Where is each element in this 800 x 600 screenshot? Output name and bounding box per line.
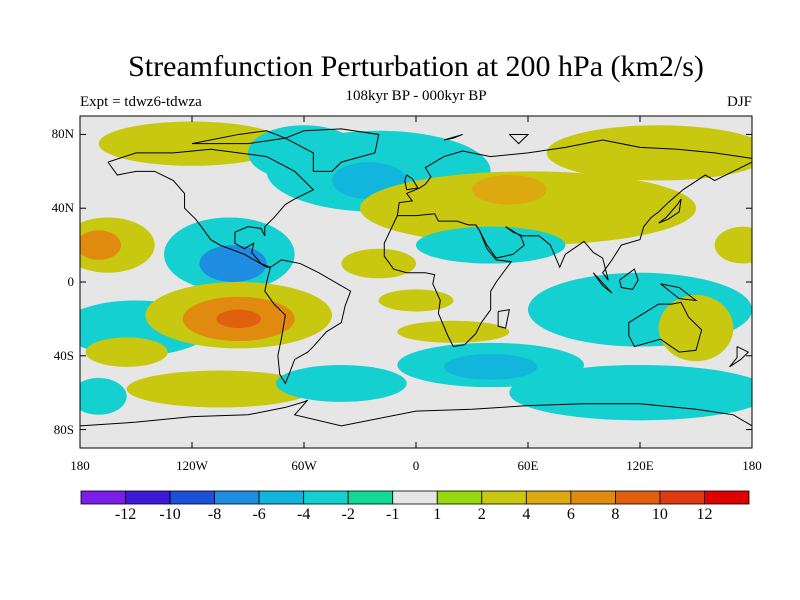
coastline <box>497 309 510 329</box>
colorbar-bin <box>436 490 483 505</box>
lat-tick-label: 80S <box>53 421 74 437</box>
colorbar-label: -2 <box>341 506 355 523</box>
coastline <box>508 133 530 145</box>
lon-tick-label: 180 <box>70 458 90 473</box>
colorbar-label: -1 <box>386 506 400 523</box>
colorbar-bin <box>570 490 616 505</box>
contour-field <box>80 116 752 448</box>
colorbar-bin <box>125 490 171 505</box>
colorbar-bin <box>392 490 438 505</box>
contour-region <box>509 365 752 421</box>
lat-tick-label: 80N <box>51 126 74 142</box>
contour-region <box>378 289 454 312</box>
contour-region <box>546 125 752 181</box>
colorbar-label: 1 <box>433 506 442 523</box>
coastline <box>80 399 752 427</box>
contour-region <box>341 248 416 279</box>
coastline <box>264 259 352 385</box>
colorbar-bin <box>615 490 661 505</box>
lon-tick-label: 0 <box>412 458 420 473</box>
coastline <box>191 130 288 145</box>
colorbar-bin <box>214 490 260 505</box>
lon-tick-label: 180 <box>742 458 762 473</box>
colorbar <box>80 490 750 505</box>
colorbar-label: 10 <box>651 506 668 523</box>
contour-region <box>360 171 696 246</box>
colorbar-bin <box>169 490 215 505</box>
coastlines <box>80 128 752 427</box>
coastline <box>284 128 380 172</box>
chart-title: Streamfunction Perturbation at 200 hPa (… <box>128 50 704 83</box>
coastline <box>592 272 613 294</box>
contour-region <box>416 226 566 264</box>
coastline <box>658 198 682 224</box>
colorbar-bin <box>525 490 572 505</box>
colorbar-bin <box>659 490 705 505</box>
experiment-label: Expt = tdwz6-tdwza <box>80 94 202 110</box>
lon-tick-label: 60E <box>517 458 539 473</box>
coastline <box>660 283 698 302</box>
colorbar-label: -4 <box>296 506 311 523</box>
colorbar-label: 8 <box>611 506 620 523</box>
contour-region <box>658 294 734 362</box>
coastline <box>383 215 513 348</box>
coastline <box>729 346 750 368</box>
colorbar-bin <box>258 490 305 505</box>
contour-region <box>472 175 547 205</box>
contour-region <box>80 230 122 260</box>
lat-tick-label: 0 <box>67 274 75 289</box>
colorbar-bin <box>704 490 750 505</box>
season-label: DJF <box>726 94 752 110</box>
colorbar-label: 6 <box>566 506 575 523</box>
contour-region <box>714 226 752 264</box>
contour-region <box>216 309 262 329</box>
axis-ticks <box>79 116 753 448</box>
contour-region <box>126 370 314 408</box>
colorbar-bin <box>303 490 349 505</box>
colorbar-label: 12 <box>696 506 713 523</box>
coastline <box>396 139 752 216</box>
coastline <box>404 174 419 191</box>
contour-region <box>199 245 267 282</box>
contour-region <box>444 353 538 380</box>
contour-region <box>397 320 510 343</box>
lon-tick-label: 120E <box>626 458 654 473</box>
coastline <box>618 268 639 290</box>
coastline <box>107 148 315 268</box>
coastline <box>443 133 463 141</box>
colorbar-bin <box>347 490 394 505</box>
colorbar-label: 4 <box>522 506 531 523</box>
coastline <box>628 301 703 353</box>
chart-subtitle: 108kyr BP - 000kyr BP <box>345 88 487 104</box>
contour-region <box>80 377 127 415</box>
lon-tick-label: 120W <box>176 458 208 473</box>
colorbar-bin <box>80 490 126 505</box>
colorbar-label: 2 <box>477 506 486 523</box>
colorbar-label: -8 <box>207 506 222 523</box>
colorbar-bin <box>481 490 527 505</box>
coastline <box>397 161 752 281</box>
lon-tick-label: 60W <box>291 458 317 473</box>
lat-tick-label: 40S <box>53 347 74 363</box>
colorbar-label: -6 <box>252 506 266 523</box>
contour-region <box>276 365 407 402</box>
colorbar-label: -12 <box>114 506 137 523</box>
colorbar-label: -10 <box>159 506 181 523</box>
contour-region <box>85 337 168 367</box>
lat-tick-label: 40N <box>51 200 74 216</box>
